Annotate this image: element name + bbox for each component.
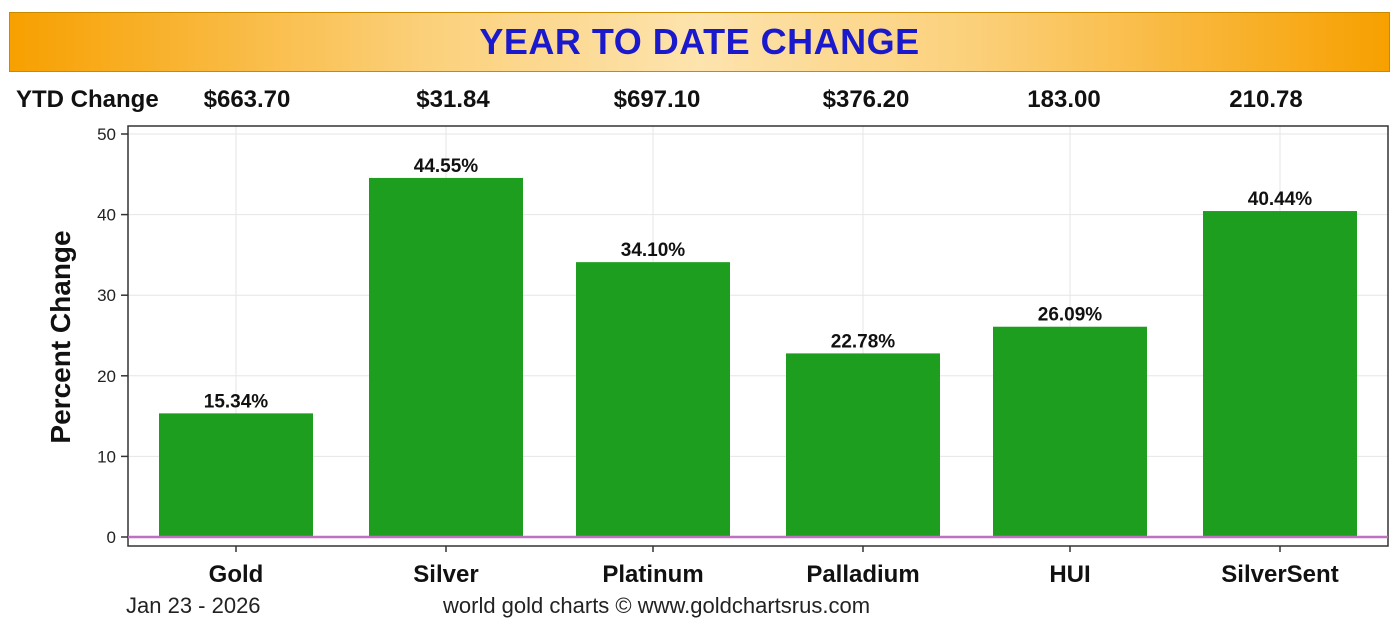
y-axis-label: Percent Change bbox=[45, 230, 76, 443]
title-banner: YEAR TO DATE CHANGE bbox=[9, 12, 1390, 72]
footer-date: Jan 23 - 2026 bbox=[126, 593, 261, 618]
y-tick-label: 10 bbox=[97, 447, 116, 466]
x-tick-label-silver: Silver bbox=[413, 561, 478, 588]
bar-silver bbox=[369, 177, 523, 537]
data-label-silver: 44.55% bbox=[414, 156, 479, 177]
ytd-value-silversent: 210.78 bbox=[1229, 86, 1303, 113]
x-tick-label-palladium: Palladium bbox=[806, 561, 919, 588]
y-tick-label: 50 bbox=[97, 125, 116, 144]
y-tick-label: 30 bbox=[97, 286, 116, 305]
ytd-value-silver: $31.84 bbox=[416, 86, 490, 113]
x-tick-label-gold: Gold bbox=[209, 561, 264, 588]
bar-silversent bbox=[1203, 211, 1357, 538]
bars: 15.34% 44.55% 34.10% 22.78% 26.09% 40.44% bbox=[159, 156, 1357, 538]
chart-title: YEAR TO DATE CHANGE bbox=[479, 21, 920, 62]
x-tick-label-platinum: Platinum bbox=[602, 561, 703, 588]
y-tick-label: 40 bbox=[97, 206, 116, 225]
y-axis: 0 10 20 30 40 50 bbox=[97, 125, 128, 547]
data-label-palladium: 22.78% bbox=[831, 331, 896, 352]
footer-credit: world gold charts © www.goldchartsrus.co… bbox=[443, 593, 871, 618]
bar-palladium bbox=[786, 353, 940, 537]
x-tick-label-silversent: SilverSent bbox=[1221, 561, 1338, 588]
ytd-value-hui: 183.00 bbox=[1027, 86, 1101, 113]
y-tick-label: 20 bbox=[97, 367, 116, 386]
grid-lines bbox=[128, 126, 1388, 537]
x-axis: Gold Silver Platinum Palladium HUI SilverSent bbox=[209, 546, 1339, 588]
ytd-change-label: YTD Change bbox=[16, 86, 159, 113]
ytd-value-palladium: $376.20 bbox=[822, 86, 910, 113]
bar-platinum bbox=[576, 262, 730, 537]
ytd-value-gold: $663.70 bbox=[203, 86, 291, 113]
x-tick-label-hui: HUI bbox=[1049, 561, 1090, 588]
data-label-gold: 15.34% bbox=[204, 391, 269, 412]
y-tick-label: 0 bbox=[107, 528, 116, 547]
plot-frame bbox=[127, 125, 1389, 547]
bar-hui bbox=[993, 326, 1147, 537]
ytd-value-platinum: $697.10 bbox=[613, 86, 701, 113]
data-label-silversent: 40.44% bbox=[1248, 189, 1313, 210]
data-label-platinum: 34.10% bbox=[621, 240, 686, 261]
bar-gold bbox=[159, 413, 313, 537]
data-label-hui: 26.09% bbox=[1038, 305, 1103, 326]
